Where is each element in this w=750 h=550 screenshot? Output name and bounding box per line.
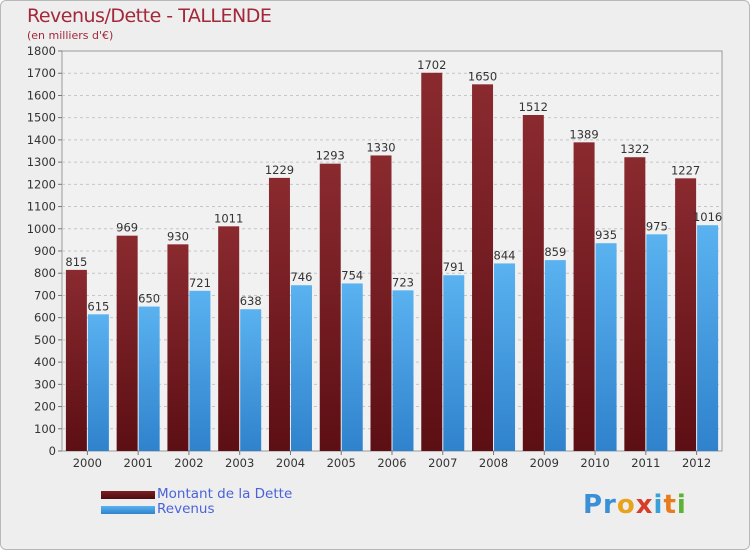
bar-revenus (595, 243, 617, 451)
bar-revenus (138, 306, 160, 451)
y-tick-label: 1500 (27, 111, 56, 125)
y-tick-label: 1200 (27, 177, 56, 191)
bar-revenus (87, 314, 109, 451)
data-label-revenus: 975 (646, 219, 668, 233)
y-tick-label: 1600 (27, 88, 56, 102)
chart-subtitle: (en milliers d'€) (27, 29, 114, 42)
data-label-revenus: 935 (595, 228, 617, 242)
bar-revenus (240, 309, 262, 451)
x-tick-label: 2005 (327, 456, 356, 470)
bar-revenus (494, 263, 516, 451)
data-label-dette: 1322 (620, 142, 649, 156)
y-tick-label: 800 (34, 266, 56, 280)
bar-revenus (341, 283, 363, 451)
bar-dette (116, 235, 138, 451)
bar-dette (65, 269, 87, 451)
legend-swatch-revenus (101, 505, 155, 514)
legend-item-debt: Montant de la Dette (101, 487, 292, 502)
y-tick-label: 700 (34, 288, 56, 302)
bar-revenus (544, 260, 566, 451)
data-label-dette: 1293 (316, 149, 345, 163)
y-tick-label: 1800 (27, 44, 56, 58)
data-label-dette: 1389 (569, 127, 598, 141)
data-label-revenus: 638 (240, 294, 262, 308)
x-tick-label: 2004 (276, 456, 305, 470)
data-label-dette: 1650 (468, 69, 497, 83)
proxiti-logo: Proxiti (583, 490, 687, 520)
bar-dette (522, 115, 544, 451)
y-tick-label: 0 (49, 444, 56, 458)
data-label-revenus: 859 (544, 245, 566, 259)
data-label-dette: 1229 (265, 163, 294, 177)
y-tick-label: 1000 (27, 222, 56, 236)
y-tick-label: 1300 (27, 155, 56, 169)
data-label-revenus: 723 (392, 275, 414, 289)
bar-revenus (290, 285, 312, 451)
x-tick-label: 2009 (530, 456, 559, 470)
data-label-revenus: 791 (443, 260, 465, 274)
data-label-dette: 1330 (366, 140, 395, 154)
chart-title: Revenus/Dette - TALLENDE (27, 5, 272, 27)
y-tick-label: 600 (34, 311, 56, 325)
data-label-revenus: 746 (290, 270, 312, 284)
data-label-revenus: 650 (138, 292, 160, 306)
legend-label-revenus: Revenus (157, 501, 215, 517)
bar-dette (167, 244, 189, 451)
x-tick-label: 2011 (631, 456, 660, 470)
y-tick-label: 300 (34, 377, 56, 391)
legend-swatch-debt (101, 490, 155, 499)
data-label-dette: 1702 (417, 58, 446, 72)
data-label-dette: 1227 (671, 163, 700, 177)
bar-dette (218, 226, 240, 451)
legend-label-debt: Montant de la Dette (157, 486, 293, 502)
x-tick-label: 2002 (174, 456, 203, 470)
legend-item-revenus: Revenus (101, 502, 292, 517)
x-tick-label: 2003 (225, 456, 254, 470)
x-tick-label: 2006 (377, 456, 406, 470)
y-tick-label: 500 (34, 333, 56, 347)
bar-revenus (646, 234, 668, 451)
x-tick-label: 2010 (580, 456, 609, 470)
y-tick-label: 100 (34, 422, 56, 436)
bar-dette (421, 72, 443, 452)
bar-dette (675, 178, 697, 452)
data-label-revenus: 844 (494, 248, 516, 262)
x-tick-label: 2012 (682, 456, 711, 470)
bar-dette (268, 177, 290, 451)
data-label-revenus: 615 (87, 299, 109, 313)
bar-revenus (392, 290, 414, 451)
legend: Montant de la Dette Revenus (101, 487, 292, 517)
data-label-revenus: 754 (341, 268, 363, 282)
bar-revenus (697, 225, 719, 451)
data-label-dette: 969 (116, 221, 138, 235)
data-label-dette: 1512 (519, 100, 548, 114)
bar-revenus (443, 275, 465, 451)
y-tick-label: 200 (34, 400, 56, 414)
x-tick-label: 2007 (428, 456, 457, 470)
y-tick-label: 900 (34, 244, 56, 258)
x-tick-label: 2000 (73, 456, 102, 470)
y-tick-label: 1100 (27, 200, 56, 214)
x-tick-label: 2001 (124, 456, 153, 470)
bar-dette (573, 142, 595, 452)
y-tick-label: 1700 (27, 66, 56, 80)
bar-dette (370, 155, 392, 451)
y-tick-label: 400 (34, 355, 56, 369)
bar-dette (624, 157, 646, 451)
x-tick-label: 2008 (479, 456, 508, 470)
y-tick-label: 1400 (27, 133, 56, 147)
data-label-revenus: 1016 (693, 210, 722, 224)
bar-dette (472, 84, 494, 451)
bar-revenus (189, 290, 211, 451)
data-label-revenus: 721 (189, 276, 211, 290)
data-label-dette: 1011 (214, 211, 243, 225)
data-label-dette: 815 (65, 255, 87, 269)
bar-dette (319, 163, 341, 451)
data-label-dette: 930 (167, 229, 189, 243)
